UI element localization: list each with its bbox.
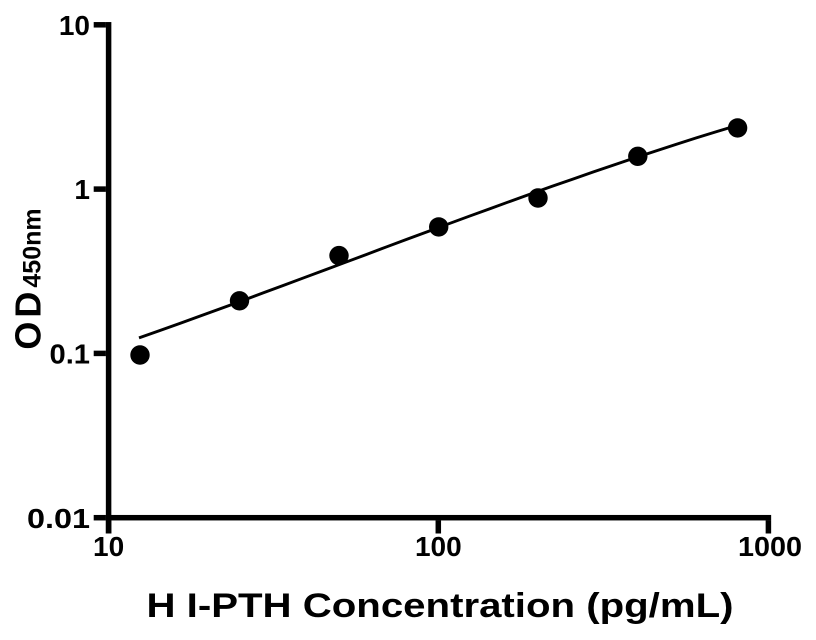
svg-text:0.01: 0.01 [27,503,90,534]
svg-text:10: 10 [93,531,124,562]
svg-text:1000: 1000 [738,531,802,562]
svg-text:100: 100 [415,531,462,562]
svg-text:10: 10 [59,10,90,41]
svg-text:0.1: 0.1 [50,339,91,370]
svg-text:1: 1 [74,174,90,205]
svg-text:H I-PTH Concentration (pg/mL): H I-PTH Concentration (pg/mL) [147,587,734,625]
svg-text:OD450nm: OD450nm [8,208,49,349]
